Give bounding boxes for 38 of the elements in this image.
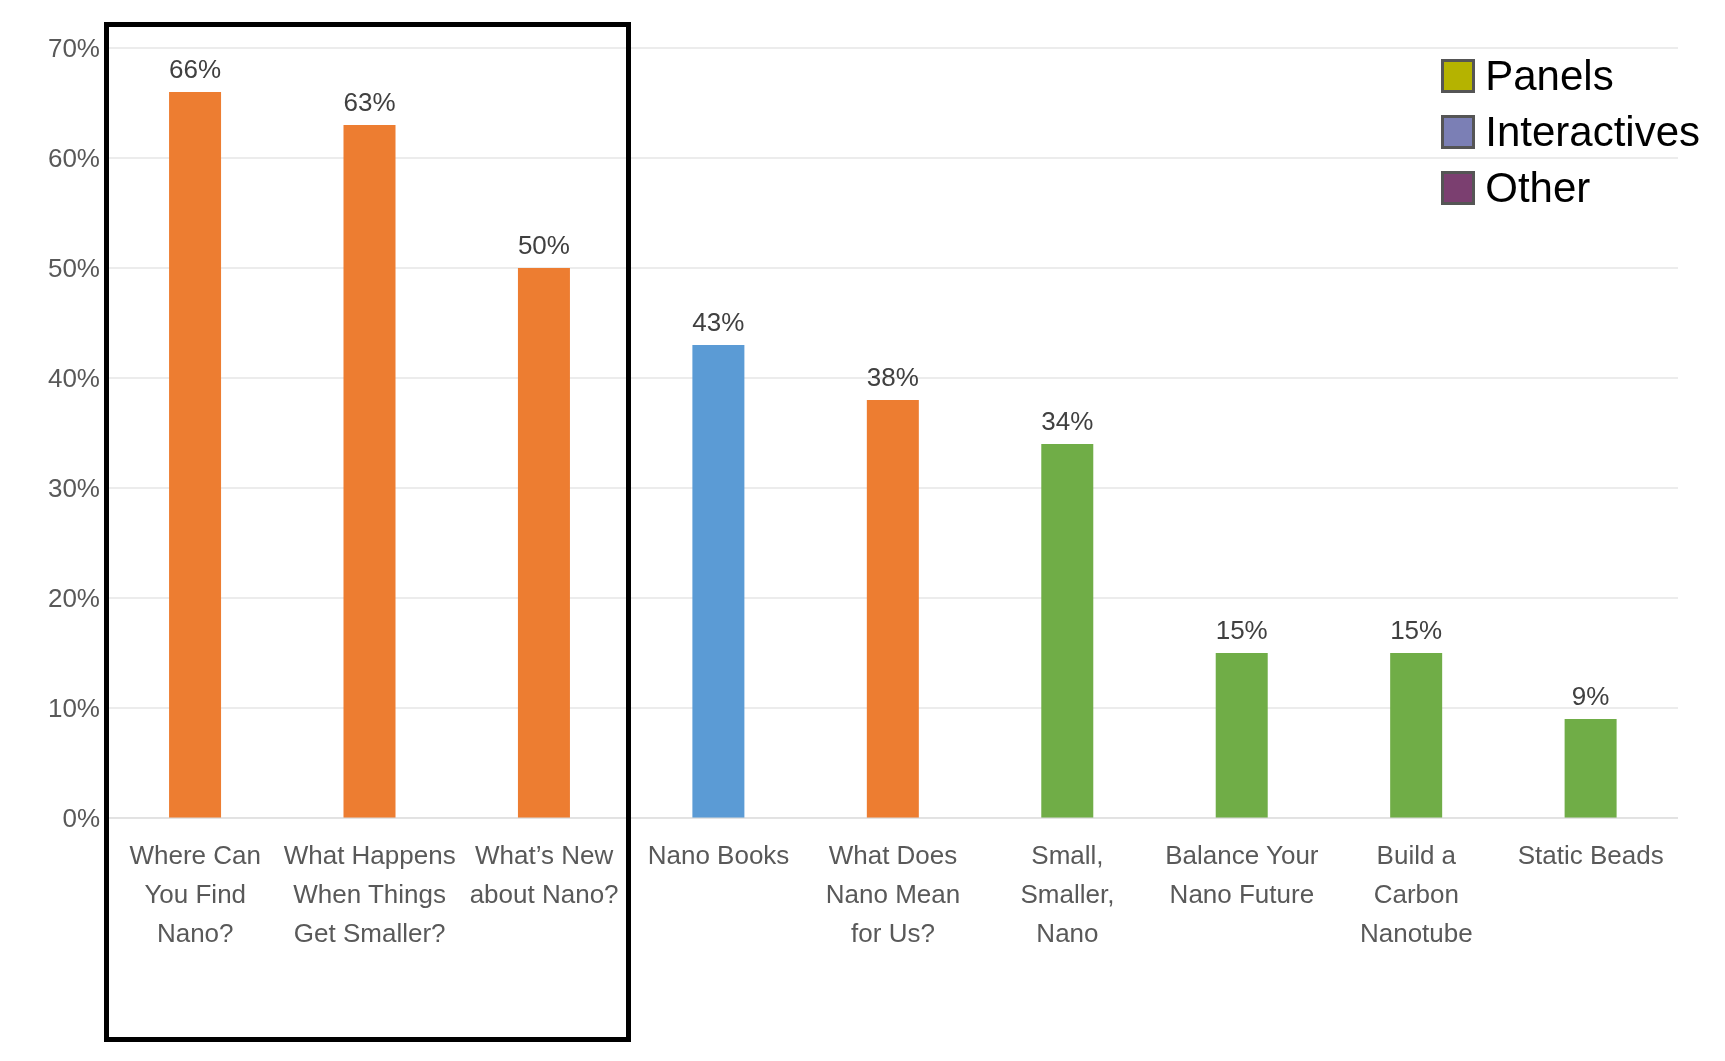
data-label: 63%	[343, 87, 396, 117]
x-tick-label: Nano Books	[647, 840, 790, 870]
x-tick-label: Balance Your Nano Future	[1165, 840, 1319, 909]
x-tick-label: Static Beads	[1517, 840, 1664, 870]
x-tick-label: What Happens When Things Get Smaller?	[283, 840, 456, 948]
bar	[692, 345, 745, 818]
data-label: 66%	[169, 54, 222, 84]
x-tick-label: Small, Smaller, Nano	[1020, 840, 1115, 948]
data-label: 34%	[1041, 406, 1094, 436]
y-tick-label: 20%	[47, 583, 100, 614]
annotation: Other	[1485, 164, 1591, 212]
bar	[1215, 653, 1268, 818]
bar	[866, 400, 919, 818]
annotation: Interactives	[1485, 108, 1700, 156]
y-tick-label: 70%	[47, 33, 100, 64]
x-tick-label: Build a Carbon Nanotube	[1359, 840, 1473, 948]
data-label: 38%	[866, 362, 919, 392]
y-tick-label: 60%	[47, 143, 100, 174]
data-label: 9%	[1571, 681, 1610, 711]
bar	[1041, 444, 1094, 818]
x-tick-label: What Does Nano Mean for Us?	[825, 840, 961, 948]
data-label: 43%	[692, 307, 745, 337]
data-label: 15%	[1215, 615, 1268, 645]
y-tick-label: 40%	[47, 363, 100, 394]
y-tick-label: 0%	[62, 803, 100, 834]
bar	[1564, 719, 1617, 818]
bar	[1390, 653, 1443, 818]
x-tick-label: What’s New about Nano?	[469, 840, 619, 909]
y-tick-label: 30%	[47, 473, 100, 504]
data-label: 50%	[517, 230, 570, 260]
data-label: 15%	[1390, 615, 1443, 645]
y-tick-label: 10%	[47, 693, 100, 724]
x-tick-label: Where Can You Find Nano?	[129, 840, 261, 948]
bar	[169, 92, 222, 818]
annotation: Panels	[1485, 52, 1614, 100]
bar	[343, 125, 396, 818]
y-tick-label: 50%	[47, 253, 100, 284]
bar	[517, 268, 570, 818]
